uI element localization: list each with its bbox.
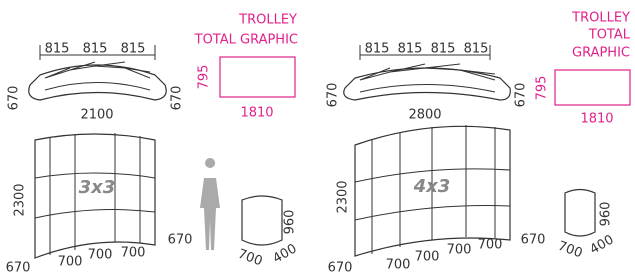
- model-label: 3x3: [79, 177, 116, 198]
- dimension: 700: [58, 255, 83, 270]
- dimension: 1810: [240, 106, 273, 121]
- person: [200, 158, 220, 250]
- dimension: 795: [197, 65, 212, 90]
- dimension: 1810: [580, 112, 613, 127]
- dimension: 815: [398, 42, 423, 57]
- dimension: 670: [514, 83, 529, 108]
- dimension: 700: [386, 258, 411, 273]
- dimension: 670: [168, 233, 193, 248]
- dimension: 400: [270, 241, 299, 266]
- dimension: 670: [328, 261, 353, 275]
- dimension: 815: [365, 42, 390, 57]
- dimension: 400: [587, 232, 616, 257]
- dimension: 2300: [13, 183, 28, 216]
- dimension: 2100: [80, 108, 113, 123]
- dimension: 795: [535, 76, 550, 101]
- dimension: 960: [599, 202, 614, 227]
- graphic-title: TOTAL: [588, 28, 631, 43]
- dimension: 700: [236, 247, 264, 270]
- dimension: 815: [83, 42, 108, 57]
- graphic-box: [220, 57, 295, 97]
- graphic-title: GRAPHIC: [572, 46, 630, 61]
- graphic-title: TROLLEY: [238, 13, 297, 28]
- graphic-title: TOTAL GRAPHIC: [194, 33, 298, 48]
- dimension: 700: [556, 239, 584, 262]
- dimension: 700: [478, 238, 503, 253]
- dimension: 670: [170, 86, 185, 111]
- dimension: 815: [121, 42, 146, 57]
- dimension: 815: [464, 42, 489, 57]
- dimension: 815: [45, 42, 70, 57]
- dimension: 700: [121, 246, 146, 261]
- dimension: 700: [447, 243, 472, 258]
- trolley: [242, 196, 282, 245]
- dimension: 670: [7, 86, 22, 111]
- model-label: 4x3: [413, 176, 451, 197]
- dimension: 700: [88, 248, 113, 263]
- diagram: 815 815 815 670 670 2100 TROLLEY TOTAL G…: [0, 0, 635, 275]
- graphic-title: TROLLEY: [571, 11, 630, 26]
- dimension: 960: [283, 210, 298, 235]
- dimension: 815: [431, 42, 456, 57]
- dimension: 2800: [408, 108, 441, 123]
- trolley: [565, 190, 595, 237]
- graphic-box: [555, 70, 630, 105]
- dimension: 2300: [336, 180, 351, 213]
- dimension: 700: [415, 250, 440, 265]
- dimension: 670: [6, 261, 31, 275]
- dimension: 670: [326, 83, 341, 108]
- dimension: 670: [521, 233, 546, 248]
